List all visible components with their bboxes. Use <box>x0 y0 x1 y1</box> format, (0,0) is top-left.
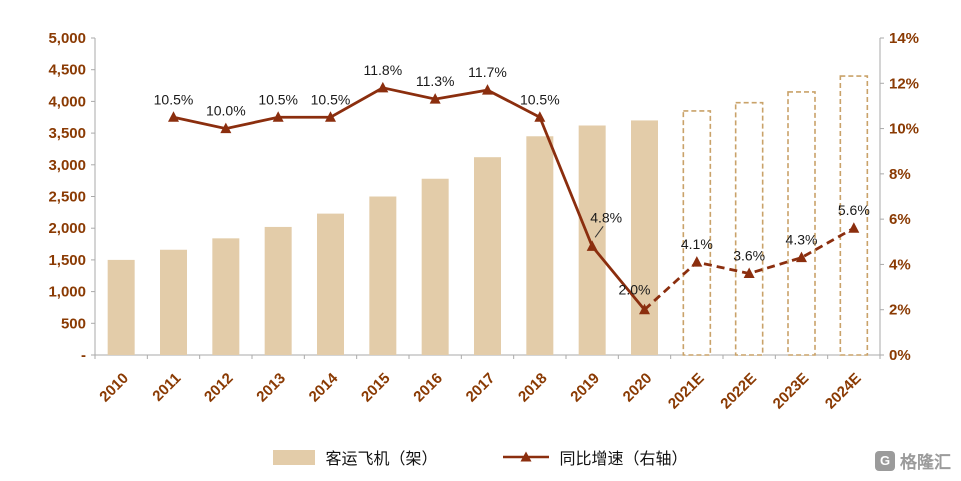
x-axis-label: 2016 <box>410 370 446 406</box>
y-axis-label-left: 4,000 <box>48 93 86 110</box>
x-axis-label: 2019 <box>567 370 603 406</box>
line-legend-swatch <box>502 451 549 462</box>
legend-item-bar: 客运飞机（架） <box>273 445 438 469</box>
line-marker <box>377 81 389 93</box>
y-axis-label-right: 2% <box>889 302 911 319</box>
bar <box>107 259 135 355</box>
y-axis-label-right: 6% <box>889 211 911 228</box>
y-axis-label-right: 12% <box>889 75 919 92</box>
y-axis-label-left: 3,000 <box>48 157 86 174</box>
bar <box>474 157 501 355</box>
data-label: 10.5% <box>520 91 560 107</box>
x-axis-label: 2010 <box>96 370 132 406</box>
x-axis-label: 2020 <box>620 370 656 406</box>
x-axis-label: 2011 <box>149 370 184 405</box>
data-label: 4.1% <box>681 236 713 252</box>
line-marker <box>429 93 441 104</box>
line-marker <box>586 240 598 251</box>
forecast-bar <box>839 75 869 356</box>
x-axis-label: 2017 <box>463 370 499 406</box>
line-marker <box>325 111 336 122</box>
bar <box>578 125 606 355</box>
line-legend-label: 同比增速（右轴） <box>559 451 688 468</box>
y-axis-label-left: 3,500 <box>48 125 86 142</box>
legend-item-line: 同比增速（右轴） <box>502 445 688 469</box>
combo-chart: - 500 1,000 1,500 2,000 2,500 3,000 3,500 4,000 4… <box>48 30 919 413</box>
bar <box>526 136 554 355</box>
y-axis-label-left: 1,500 <box>48 252 86 269</box>
y-axis-label-left: 4,500 <box>48 62 86 79</box>
x-axis-label: 2022E <box>717 370 760 413</box>
bar <box>160 249 187 355</box>
forecast-bar <box>682 110 712 356</box>
x-axis-label: 2024E <box>822 370 865 413</box>
bar <box>317 213 344 355</box>
bar-legend-label: 客运飞机（架） <box>325 451 438 468</box>
y-axis-label-left: 1,000 <box>48 284 86 301</box>
x-axis-label: 2015 <box>358 370 394 406</box>
data-label: 11.3% <box>416 73 455 89</box>
bar <box>264 226 292 355</box>
y-axis-label-right: 10% <box>889 121 919 138</box>
data-label: 2.0% <box>619 282 651 298</box>
gelonghui-logo-icon: G <box>875 450 895 471</box>
bar <box>421 178 449 355</box>
data-label: 10.5% <box>311 91 351 107</box>
line-marker <box>482 84 493 95</box>
y-axis-label-left: 5,000 <box>48 30 86 47</box>
growth-line <box>173 86 646 311</box>
gelonghui-watermark: G 格隆汇 <box>875 448 951 473</box>
x-axis-label: 2018 <box>515 370 551 406</box>
x-axis-label: 2013 <box>253 370 289 406</box>
y-axis-label-left: 500 <box>61 315 86 332</box>
line-marker <box>220 122 232 134</box>
label-leader-line <box>594 226 604 238</box>
line-marker <box>691 256 703 267</box>
data-label: 10.5% <box>258 91 298 107</box>
data-label: 10.0% <box>206 103 246 119</box>
forecast-bar <box>734 101 764 356</box>
bar <box>212 238 240 355</box>
bar <box>631 120 658 355</box>
y-axis-label-right: 0% <box>889 347 911 364</box>
line-marker <box>272 111 284 122</box>
bar-legend-swatch <box>273 449 316 465</box>
y-axis-label-left: - <box>81 347 86 364</box>
x-axis-label: 2014 <box>306 369 342 405</box>
line-marker <box>743 267 755 278</box>
y-axis-label-right: 4% <box>889 256 911 273</box>
bar <box>369 196 397 355</box>
line-marker <box>796 251 807 263</box>
y-axis-label-right: 8% <box>889 166 911 183</box>
line-marker <box>168 111 179 122</box>
y-axis-label-left: 2,000 <box>48 220 86 237</box>
data-label: 11.8% <box>363 62 402 78</box>
forecast-bar <box>787 91 816 356</box>
x-axis-label: 2012 <box>201 370 237 406</box>
data-label: 3.6% <box>733 247 765 263</box>
gelonghui-logo-text: 格隆汇 <box>900 453 951 472</box>
data-label: 5.6% <box>838 202 870 218</box>
line-marker <box>639 303 650 315</box>
legend: 客运飞机（架） 同比增速（右轴） <box>0 445 961 469</box>
x-axis-label: 2021E <box>665 370 708 413</box>
x-axis-label: 2023E <box>770 370 813 413</box>
data-label: 10.5% <box>154 91 194 107</box>
data-label: 4.3% <box>786 232 818 248</box>
y-axis-label-left: 2,500 <box>48 189 86 206</box>
line-marker <box>848 222 860 233</box>
data-label: 4.8% <box>590 209 622 225</box>
data-label: 11.7% <box>468 64 507 80</box>
y-axis-label-right: 14% <box>889 30 919 47</box>
line-marker <box>534 111 546 122</box>
